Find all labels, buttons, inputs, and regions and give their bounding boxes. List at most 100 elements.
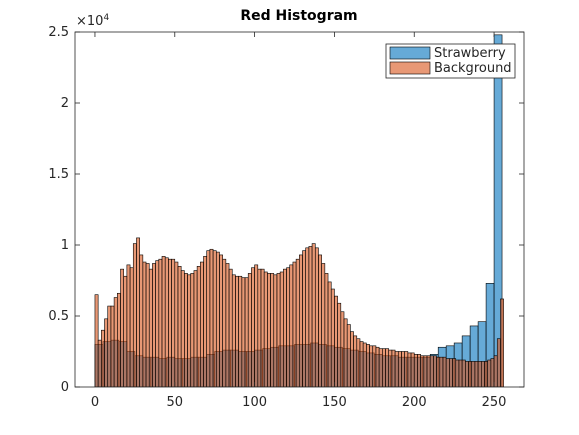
- histogram-bar: [171, 258, 176, 387]
- histogram-bar: [187, 274, 192, 387]
- histogram-bar: [385, 348, 390, 387]
- histogram-bar: [126, 264, 131, 387]
- histogram-bar: [244, 277, 249, 387]
- histogram-bar: [382, 348, 386, 387]
- histogram-bar: [209, 248, 214, 387]
- histogram-bar: [273, 274, 278, 387]
- histogram-bar: [257, 268, 262, 387]
- histogram-bar: [228, 268, 233, 387]
- histogram-bar: [394, 351, 399, 387]
- bars: [94, 34, 504, 387]
- histogram-bar: [410, 352, 415, 387]
- histogram-bar: [461, 359, 466, 387]
- legend-swatch: [389, 61, 431, 75]
- histogram-bar: [346, 324, 351, 387]
- histogram-bar: [276, 273, 281, 387]
- histogram-bar: [196, 265, 201, 387]
- y-tick-label: 1.5: [48, 167, 69, 182]
- histogram-bar: [353, 335, 358, 387]
- histogram-bar: [330, 288, 335, 387]
- x-tick-label: 50: [167, 395, 184, 410]
- histogram-bar: [426, 355, 431, 387]
- histogram-bar: [238, 275, 243, 387]
- histogram-bar: [490, 358, 495, 387]
- x-tick-label: 250: [482, 395, 507, 410]
- histogram-bar: [152, 263, 156, 387]
- histogram-bar: [193, 270, 198, 387]
- exponent-power: 4: [103, 13, 109, 23]
- exponent-base: ×10: [76, 14, 103, 29]
- histogram-bar: [155, 260, 160, 387]
- histogram-bar: [455, 359, 460, 387]
- histogram-bar: [356, 338, 361, 387]
- histogram-bar: [225, 263, 230, 387]
- histogram-bar: [94, 294, 99, 387]
- histogram-bar: [190, 273, 195, 387]
- histogram-bar: [496, 338, 501, 387]
- histogram-bar: [337, 302, 342, 387]
- legend-swatch: [389, 46, 431, 60]
- histogram-bar: [180, 270, 185, 387]
- histogram-bar: [445, 358, 450, 387]
- y-tick-label: 0: [61, 380, 69, 395]
- histogram-bar: [388, 349, 393, 387]
- histogram-bar: [305, 247, 310, 387]
- y-tick-label: 2: [61, 96, 69, 111]
- histogram-bar: [219, 254, 223, 387]
- histogram-bar: [123, 275, 128, 387]
- histogram-bar: [289, 264, 294, 387]
- histogram-bar: [321, 263, 326, 387]
- histogram-bar: [433, 355, 437, 387]
- histogram-bar: [241, 277, 246, 387]
- y-tick-label: 2.5: [48, 25, 69, 40]
- histogram-bar: [206, 250, 211, 387]
- histogram-bar: [117, 292, 121, 387]
- x-tick-label: 0: [91, 395, 99, 410]
- histogram-bar: [449, 358, 453, 387]
- histogram-bar: [468, 361, 473, 387]
- histogram-bar: [471, 361, 476, 387]
- histogram-bar: [458, 359, 463, 387]
- x-tick-label: 100: [242, 395, 267, 410]
- histogram-bar: [378, 348, 383, 387]
- histogram-bar: [334, 295, 338, 387]
- histogram-bar: [148, 268, 153, 387]
- histogram-bar: [120, 268, 124, 387]
- chart-title: Red Histogram: [240, 8, 357, 24]
- histogram-bar: [247, 273, 252, 387]
- histogram-bar: [177, 265, 182, 387]
- histogram-bar: [142, 261, 147, 387]
- histogram-bar: [283, 268, 287, 387]
- histogram-bar: [375, 346, 380, 387]
- histogram-bar: [350, 331, 354, 387]
- histogram-bar: [279, 271, 284, 387]
- histogram-bar: [474, 361, 479, 387]
- histogram-bar: [391, 349, 396, 387]
- histogram-bar: [263, 271, 268, 387]
- histogram-bar: [359, 341, 364, 387]
- histogram-bar: [423, 355, 428, 387]
- histogram-bar: [493, 34, 503, 387]
- histogram-bar: [101, 329, 105, 387]
- histogram-bar: [161, 256, 166, 387]
- histogram-bar: [295, 258, 300, 387]
- histogram-bar: [97, 339, 102, 387]
- histogram-bar: [366, 344, 370, 387]
- histogram-bar: [487, 359, 492, 387]
- histogram-bar: [184, 273, 188, 387]
- histogram-bar: [292, 261, 297, 387]
- histogram-bar: [429, 355, 434, 387]
- histogram-bar: [164, 257, 169, 387]
- axes-box: [74, 31, 525, 388]
- histogram-bar: [286, 267, 291, 387]
- histogram-bar: [436, 356, 441, 387]
- histogram-bar: [404, 351, 409, 387]
- histogram-bar: [500, 298, 504, 387]
- histogram-bar: [372, 345, 377, 387]
- histogram-bar: [417, 354, 421, 387]
- histogram-bar: [132, 243, 137, 387]
- histogram-bar: [397, 351, 402, 387]
- histogram-bar: [145, 263, 150, 387]
- histogram-bar: [413, 354, 418, 387]
